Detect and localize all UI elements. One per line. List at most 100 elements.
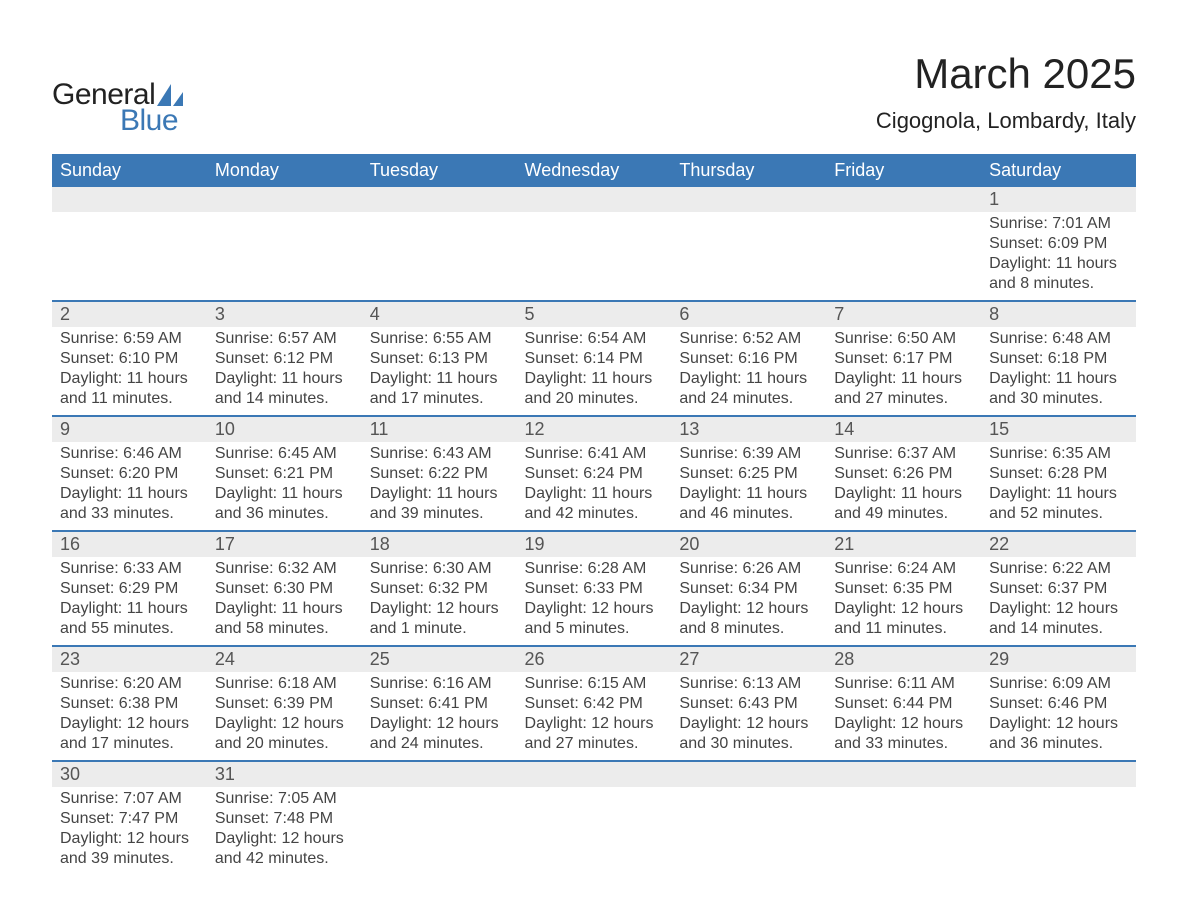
day-detail-cell: Sunrise: 6:54 AMSunset: 6:14 PMDaylight:… xyxy=(517,327,672,416)
day-number: 4 xyxy=(362,302,517,327)
day-number xyxy=(362,762,517,786)
day-detail-cell: Sunrise: 6:32 AMSunset: 6:30 PMDaylight:… xyxy=(207,557,362,646)
day-number: 12 xyxy=(517,417,672,442)
day-cell: 13 xyxy=(671,416,826,442)
day-cell: 21 xyxy=(826,531,981,557)
day-cell: 9 xyxy=(52,416,207,442)
day-number xyxy=(981,762,1136,786)
day-number: 19 xyxy=(517,532,672,557)
day-number: 8 xyxy=(981,302,1136,327)
day-number: 28 xyxy=(826,647,981,672)
day-cell: 19 xyxy=(517,531,672,557)
day-details: Sunrise: 6:59 AMSunset: 6:10 PMDaylight:… xyxy=(52,327,207,415)
day-number: 17 xyxy=(207,532,362,557)
header-region: General Blue March 2025 Cigognola, Lomba… xyxy=(52,50,1136,138)
day-details: Sunrise: 6:18 AMSunset: 6:39 PMDaylight:… xyxy=(207,672,362,760)
day-detail-cell: Sunrise: 6:15 AMSunset: 6:42 PMDaylight:… xyxy=(517,672,672,761)
day-detail-cell xyxy=(671,787,826,875)
day-detail-cell: Sunrise: 6:33 AMSunset: 6:29 PMDaylight:… xyxy=(52,557,207,646)
day-detail-cell xyxy=(671,212,826,301)
day-details: Sunrise: 6:57 AMSunset: 6:12 PMDaylight:… xyxy=(207,327,362,415)
day-details: Sunrise: 6:13 AMSunset: 6:43 PMDaylight:… xyxy=(671,672,826,760)
day-cell xyxy=(517,761,672,787)
week-detail-row: Sunrise: 6:33 AMSunset: 6:29 PMDaylight:… xyxy=(52,557,1136,646)
week-daynum-row: 3031 xyxy=(52,761,1136,787)
day-number: 31 xyxy=(207,762,362,787)
day-details: Sunrise: 6:20 AMSunset: 6:38 PMDaylight:… xyxy=(52,672,207,760)
day-cell xyxy=(362,187,517,212)
day-number: 5 xyxy=(517,302,672,327)
day-cell xyxy=(362,761,517,787)
day-details: Sunrise: 6:24 AMSunset: 6:35 PMDaylight:… xyxy=(826,557,981,645)
day-detail-cell: Sunrise: 6:37 AMSunset: 6:26 PMDaylight:… xyxy=(826,442,981,531)
day-details xyxy=(207,212,362,232)
day-details: Sunrise: 6:52 AMSunset: 6:16 PMDaylight:… xyxy=(671,327,826,415)
day-details: Sunrise: 6:43 AMSunset: 6:22 PMDaylight:… xyxy=(362,442,517,530)
day-cell: 25 xyxy=(362,646,517,672)
day-details: Sunrise: 7:07 AMSunset: 7:47 PMDaylight:… xyxy=(52,787,207,875)
sail-icon xyxy=(157,84,183,106)
day-cell xyxy=(826,761,981,787)
day-details: Sunrise: 6:09 AMSunset: 6:46 PMDaylight:… xyxy=(981,672,1136,760)
day-cell: 1 xyxy=(981,187,1136,212)
day-cell: 20 xyxy=(671,531,826,557)
day-detail-cell: Sunrise: 6:35 AMSunset: 6:28 PMDaylight:… xyxy=(981,442,1136,531)
day-cell: 24 xyxy=(207,646,362,672)
week-detail-row: Sunrise: 6:46 AMSunset: 6:20 PMDaylight:… xyxy=(52,442,1136,531)
day-cell: 7 xyxy=(826,301,981,327)
day-details: Sunrise: 6:11 AMSunset: 6:44 PMDaylight:… xyxy=(826,672,981,760)
day-detail-cell: Sunrise: 6:39 AMSunset: 6:25 PMDaylight:… xyxy=(671,442,826,531)
day-details: Sunrise: 6:39 AMSunset: 6:25 PMDaylight:… xyxy=(671,442,826,530)
day-cell: 15 xyxy=(981,416,1136,442)
day-detail-cell: Sunrise: 6:41 AMSunset: 6:24 PMDaylight:… xyxy=(517,442,672,531)
day-cell: 4 xyxy=(362,301,517,327)
day-detail-cell: Sunrise: 6:45 AMSunset: 6:21 PMDaylight:… xyxy=(207,442,362,531)
day-number xyxy=(517,762,672,786)
day-details: Sunrise: 6:48 AMSunset: 6:18 PMDaylight:… xyxy=(981,327,1136,415)
col-sunday: Sunday xyxy=(52,154,207,187)
day-number: 13 xyxy=(671,417,826,442)
day-number: 14 xyxy=(826,417,981,442)
day-details: Sunrise: 6:50 AMSunset: 6:17 PMDaylight:… xyxy=(826,327,981,415)
col-monday: Monday xyxy=(207,154,362,187)
day-cell: 10 xyxy=(207,416,362,442)
week-daynum-row: 1 xyxy=(52,187,1136,212)
day-number: 6 xyxy=(671,302,826,327)
day-detail-cell: Sunrise: 6:24 AMSunset: 6:35 PMDaylight:… xyxy=(826,557,981,646)
day-number: 3 xyxy=(207,302,362,327)
day-details: Sunrise: 6:33 AMSunset: 6:29 PMDaylight:… xyxy=(52,557,207,645)
day-detail-cell: Sunrise: 6:50 AMSunset: 6:17 PMDaylight:… xyxy=(826,327,981,416)
day-details: Sunrise: 6:41 AMSunset: 6:24 PMDaylight:… xyxy=(517,442,672,530)
day-cell xyxy=(671,187,826,212)
day-cell: 18 xyxy=(362,531,517,557)
day-detail-cell xyxy=(826,212,981,301)
day-details xyxy=(362,787,517,807)
day-details: Sunrise: 6:46 AMSunset: 6:20 PMDaylight:… xyxy=(52,442,207,530)
day-cell: 5 xyxy=(517,301,672,327)
day-detail-cell: Sunrise: 6:43 AMSunset: 6:22 PMDaylight:… xyxy=(362,442,517,531)
day-detail-cell: Sunrise: 6:16 AMSunset: 6:41 PMDaylight:… xyxy=(362,672,517,761)
day-details: Sunrise: 6:37 AMSunset: 6:26 PMDaylight:… xyxy=(826,442,981,530)
day-details: Sunrise: 6:55 AMSunset: 6:13 PMDaylight:… xyxy=(362,327,517,415)
day-number: 11 xyxy=(362,417,517,442)
day-detail-cell: Sunrise: 6:20 AMSunset: 6:38 PMDaylight:… xyxy=(52,672,207,761)
day-details: Sunrise: 7:01 AMSunset: 6:09 PMDaylight:… xyxy=(981,212,1136,300)
day-number: 21 xyxy=(826,532,981,557)
day-cell: 3 xyxy=(207,301,362,327)
day-detail-cell: Sunrise: 7:05 AMSunset: 7:48 PMDaylight:… xyxy=(207,787,362,875)
day-cell xyxy=(981,761,1136,787)
day-details xyxy=(517,787,672,807)
day-cell: 22 xyxy=(981,531,1136,557)
day-details: Sunrise: 6:16 AMSunset: 6:41 PMDaylight:… xyxy=(362,672,517,760)
week-detail-row: Sunrise: 6:20 AMSunset: 6:38 PMDaylight:… xyxy=(52,672,1136,761)
day-details: Sunrise: 6:26 AMSunset: 6:34 PMDaylight:… xyxy=(671,557,826,645)
page-subtitle: Cigognola, Lombardy, Italy xyxy=(876,108,1136,134)
day-details xyxy=(362,212,517,232)
day-details xyxy=(52,212,207,232)
day-cell xyxy=(52,187,207,212)
day-cell: 30 xyxy=(52,761,207,787)
day-details: Sunrise: 6:45 AMSunset: 6:21 PMDaylight:… xyxy=(207,442,362,530)
day-cell: 26 xyxy=(517,646,672,672)
day-detail-cell: Sunrise: 6:26 AMSunset: 6:34 PMDaylight:… xyxy=(671,557,826,646)
day-details xyxy=(671,212,826,232)
